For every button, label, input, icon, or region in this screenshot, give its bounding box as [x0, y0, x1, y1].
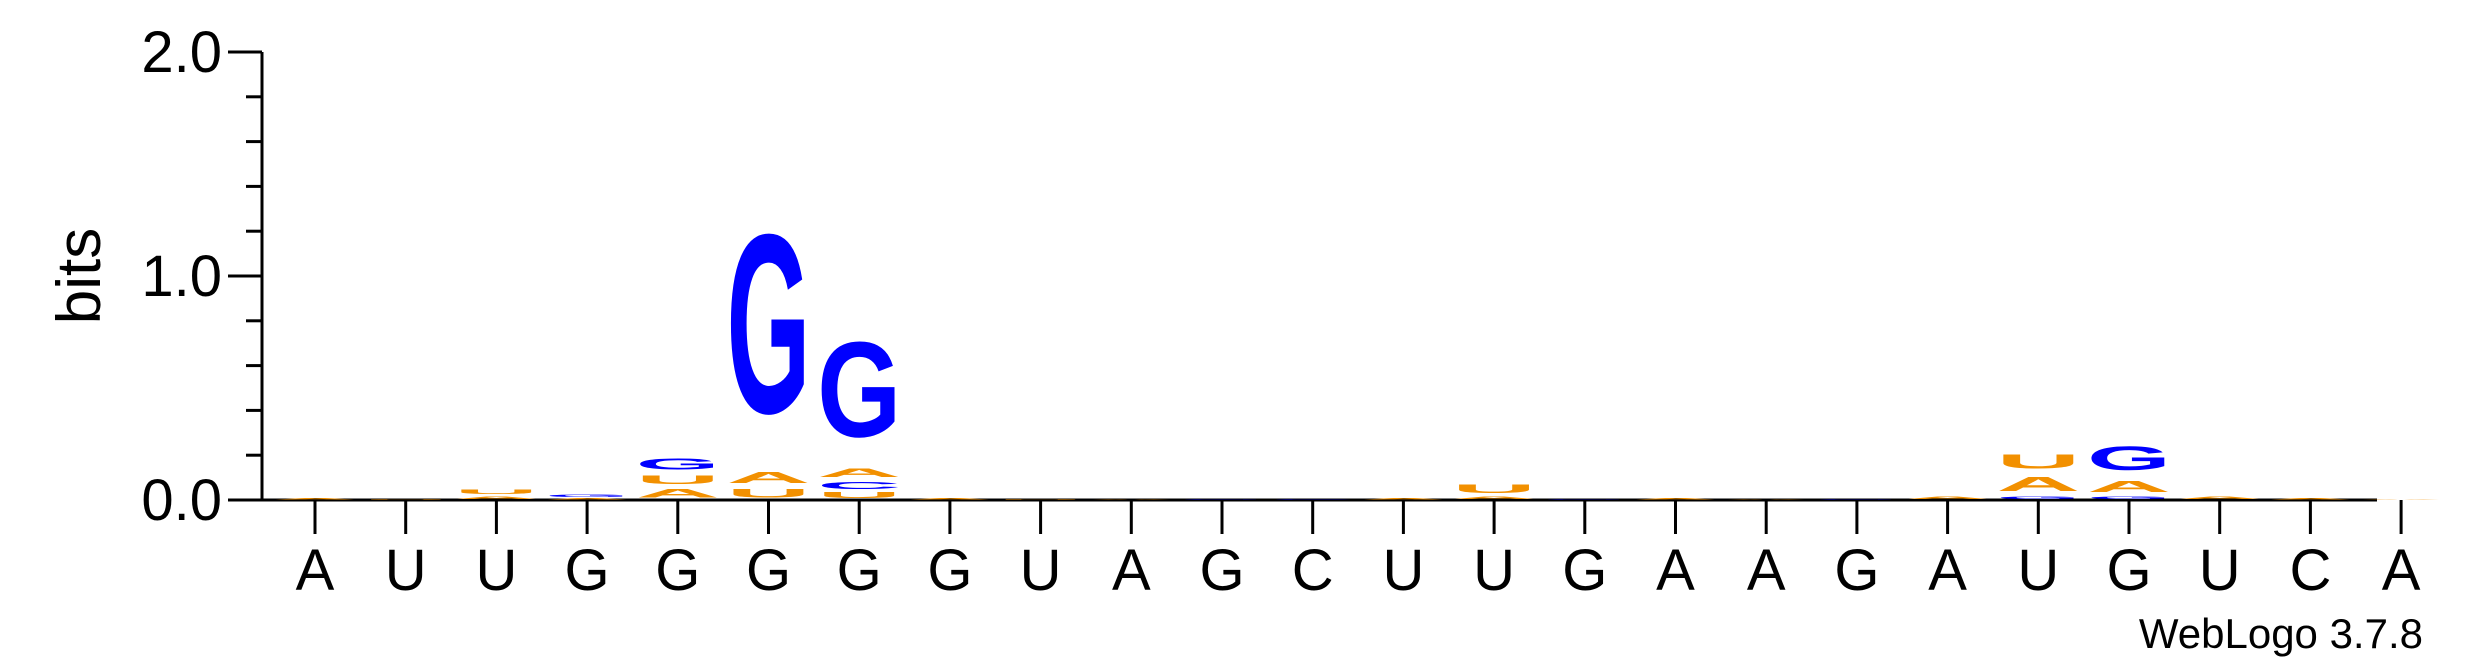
x-tick-label: C: [2289, 538, 2331, 603]
logo-letter-a: A: [2087, 478, 2171, 496]
weblogo-credit: WebLogo 3.7.8: [2139, 610, 2423, 657]
logo-letter-g: G: [1180, 499, 1264, 500]
logo-letter-a: A: [908, 498, 992, 500]
logo-letter-u: U: [636, 473, 720, 486]
logo-letter-a: A: [817, 466, 901, 479]
logo-letter-a: A: [2268, 498, 2352, 500]
logo-letter-a: A: [454, 496, 538, 500]
x-tick-label: A: [1656, 538, 1695, 603]
x-tick-label: U: [2017, 538, 2059, 603]
logo-letter-a: A: [1633, 498, 1717, 500]
x-tick-label: U: [1382, 538, 1424, 603]
x-tick-label: G: [1199, 538, 1244, 603]
logo-letter-a: A: [545, 498, 629, 500]
y-ticks: 0.0 1.0 2.0: [141, 20, 262, 533]
x-tick-label: U: [475, 538, 517, 603]
x-tick-label: G: [927, 538, 972, 603]
logo-letter-u: U: [1996, 451, 2080, 474]
x-tick-label: G: [1834, 538, 1879, 603]
logo-letter-g: G: [636, 455, 720, 473]
logo-letter-a: A: [727, 469, 811, 487]
logo-letter-g: G: [817, 315, 901, 467]
logo-letter-a: A: [2359, 499, 2443, 500]
y-tick-label: 2.0: [141, 20, 222, 85]
x-tick-label: C: [1292, 538, 1334, 603]
x-tick-label: G: [1562, 538, 1607, 603]
y-axis-label: bits: [45, 228, 114, 324]
x-tick-label: A: [296, 538, 335, 603]
logo-letter-c: C: [817, 480, 901, 491]
x-tick-label: U: [1020, 538, 1062, 603]
logo-letter-a: A: [273, 498, 357, 500]
logo-letter-a: A: [1089, 499, 1173, 500]
x-tick-label: G: [746, 538, 791, 603]
logo-letter-a: A: [1452, 496, 1536, 500]
logo-letter-a: A: [1361, 498, 1445, 500]
logo-letter-u: U: [364, 499, 448, 500]
x-tick-label: A: [1112, 538, 1151, 603]
x-tick-label: G: [2106, 538, 2151, 603]
x-tick-label: A: [1747, 538, 1786, 603]
axes: bits WebLogo 3.7.8: [45, 52, 2423, 657]
x-tick-label: U: [2199, 538, 2241, 603]
x-tick-label: U: [1473, 538, 1515, 603]
logo-letter-g: G: [1543, 499, 1627, 500]
logo-letter-a: A: [1724, 499, 1808, 500]
logo-letter-g: G: [1996, 496, 2080, 500]
logo-letter-g: G: [1815, 499, 1899, 500]
x-tick-label: A: [2382, 538, 2421, 603]
logo-letter-a: A: [1906, 496, 1990, 500]
logo-letter-g: G: [2087, 496, 2171, 500]
logo-letter-u: U: [817, 491, 901, 500]
logo-letter-u: U: [727, 486, 811, 499]
logo-letter-u: U: [454, 489, 538, 496]
logo-letter-a: A: [636, 486, 720, 499]
logo-letter-u: U: [999, 499, 1083, 500]
x-tick-label: G: [837, 538, 882, 603]
x-tick-label: G: [565, 538, 610, 603]
logo-letter-a: A: [2178, 496, 2262, 500]
y-tick-label: 1.0: [141, 244, 222, 309]
y-tick-label: 0.0: [141, 468, 222, 533]
logo-letter-g: G: [2087, 440, 2171, 478]
x-tick-label: U: [385, 538, 427, 603]
logo-letter-u: U: [1452, 482, 1536, 495]
logo-letter-c: C: [1271, 499, 1355, 500]
logo-letter-g: G: [545, 493, 629, 497]
x-tick-label: G: [655, 538, 700, 603]
x-tick-label: A: [1928, 538, 1967, 603]
logo-letter-a: A: [1996, 473, 2080, 496]
logo-letter-g: G: [727, 180, 811, 467]
